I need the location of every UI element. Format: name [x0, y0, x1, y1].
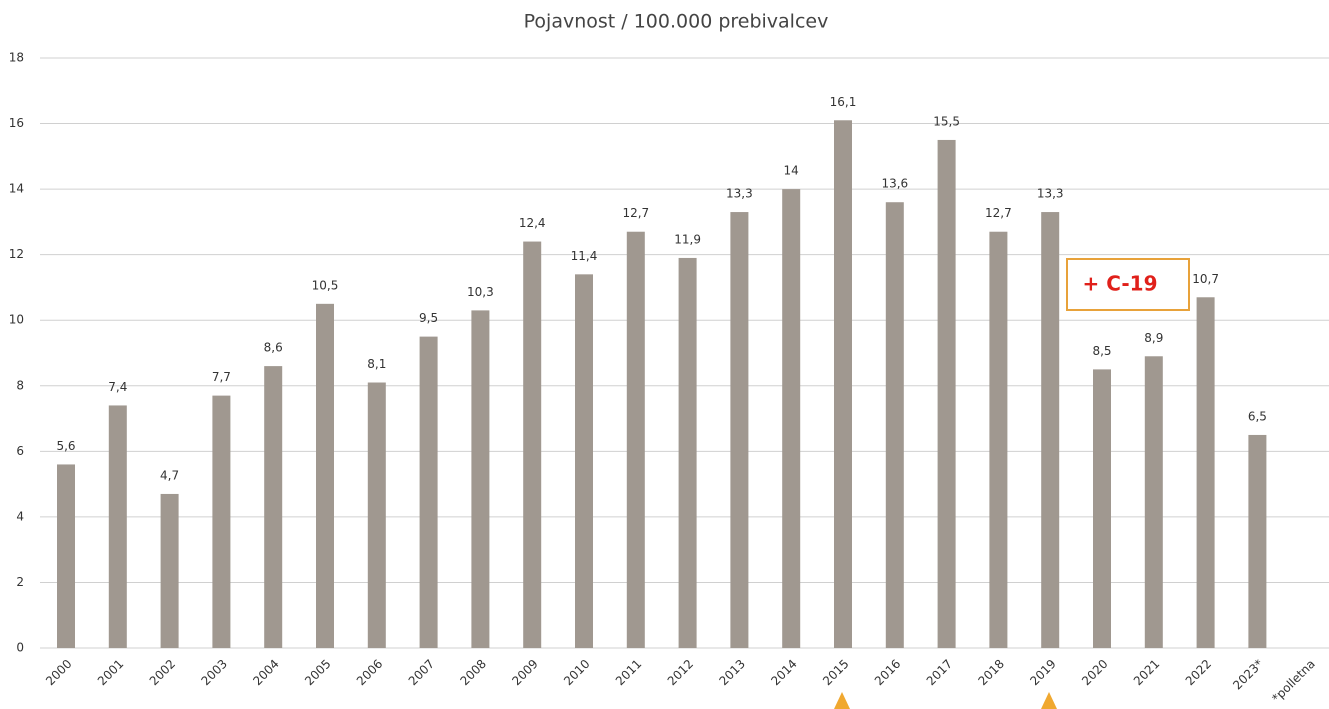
y-tick-label: 0	[16, 641, 24, 655]
bar	[160, 493, 179, 648]
x-tick-label: *polletna	[1269, 657, 1318, 706]
x-tick-label: 2013	[716, 657, 747, 688]
data-label: 13,3	[1037, 187, 1064, 201]
y-tick-label: 12	[9, 247, 24, 261]
y-tick-label: 4	[16, 509, 24, 523]
x-tick-label: 2016	[872, 657, 903, 688]
data-label: 8,9	[1144, 331, 1163, 345]
data-label: 7,4	[108, 380, 127, 394]
bar	[212, 395, 231, 648]
data-label: 5,6	[56, 439, 75, 453]
data-label: 10,5	[312, 278, 339, 292]
data-label: 11,4	[571, 249, 598, 263]
data-label: 15,5	[933, 114, 960, 128]
bar	[367, 382, 386, 648]
x-tick-label: 2017	[924, 657, 955, 688]
y-tick-label: 18	[9, 51, 24, 65]
data-label: 8,5	[1092, 344, 1111, 358]
x-tick-label: 2000	[43, 657, 74, 688]
bar	[108, 405, 127, 648]
x-tick-label: 2014	[768, 657, 799, 688]
marker-arrow	[1041, 692, 1057, 709]
bar	[523, 241, 542, 649]
bar	[885, 202, 904, 648]
bar	[782, 189, 801, 648]
bar	[57, 464, 75, 648]
x-tick-label: 2005	[302, 657, 333, 688]
x-tick-label: 2010	[561, 657, 592, 688]
bar	[1196, 297, 1215, 648]
annotation: + C-19	[1083, 272, 1158, 296]
bar	[419, 336, 438, 648]
x-tick-label: 2011	[613, 657, 644, 688]
x-tick-label: 2019	[1027, 657, 1058, 688]
x-tick-label: 2008	[457, 657, 488, 688]
bar	[834, 120, 852, 649]
y-tick-label: 8	[16, 378, 24, 392]
y-tick-label: 14	[9, 182, 24, 196]
data-label: 16,1	[830, 95, 857, 109]
data-label: 6,5	[1248, 409, 1267, 423]
marker-arrow	[834, 692, 850, 709]
data-label: 12,7	[985, 206, 1012, 220]
y-tick-label: 6	[16, 444, 24, 458]
data-label: 11,9	[674, 232, 701, 246]
bar	[1248, 434, 1267, 648]
bar	[1144, 356, 1163, 648]
y-tick-label: 10	[9, 313, 24, 327]
bar	[989, 231, 1008, 648]
x-tick-label: 2023*	[1230, 657, 1266, 693]
x-tick-label: 2003	[198, 657, 229, 688]
x-tick-label: 2002	[147, 657, 178, 688]
data-label: 8,1	[367, 357, 386, 371]
bar	[730, 212, 749, 649]
x-tick-label: 2004	[250, 657, 281, 688]
x-tick-label: 2021	[1131, 657, 1162, 688]
x-tick-label: 2022	[1183, 657, 1214, 688]
chart-title: Pojavnost / 100.000 prebivalcev	[524, 11, 829, 33]
bar	[678, 257, 697, 648]
data-label: 13,3	[726, 187, 753, 201]
bar	[937, 139, 956, 648]
data-label: 12,7	[622, 206, 649, 220]
bar	[471, 310, 490, 648]
y-tick-label: 2	[16, 575, 24, 589]
bar	[1093, 369, 1111, 648]
bar	[1041, 212, 1060, 649]
bar	[626, 231, 645, 648]
bar	[264, 366, 283, 648]
x-tick-label: 2020	[1079, 657, 1110, 688]
x-tick-label: 2018	[975, 657, 1006, 688]
data-label: 7,7	[212, 370, 231, 384]
data-label: 9,5	[419, 311, 438, 325]
data-label: 10,3	[467, 285, 494, 299]
bar	[316, 303, 334, 648]
bar	[575, 274, 593, 648]
data-label: 14	[784, 164, 799, 178]
data-label: 10,7	[1192, 272, 1219, 286]
x-tick-label: 2006	[354, 657, 385, 688]
x-tick-label: 2012	[665, 657, 696, 688]
x-tick-label: 2001	[95, 657, 126, 688]
data-label: 13,6	[881, 177, 908, 191]
x-tick-label: 2007	[406, 657, 437, 688]
y-tick-label: 16	[9, 116, 24, 130]
x-tick-label: 2015	[820, 657, 851, 688]
data-label: 8,6	[264, 341, 283, 355]
data-label: 4,7	[160, 468, 179, 482]
data-label: 12,4	[519, 216, 546, 230]
annotation-box	[1066, 258, 1190, 311]
x-tick-label: 2009	[509, 657, 540, 688]
